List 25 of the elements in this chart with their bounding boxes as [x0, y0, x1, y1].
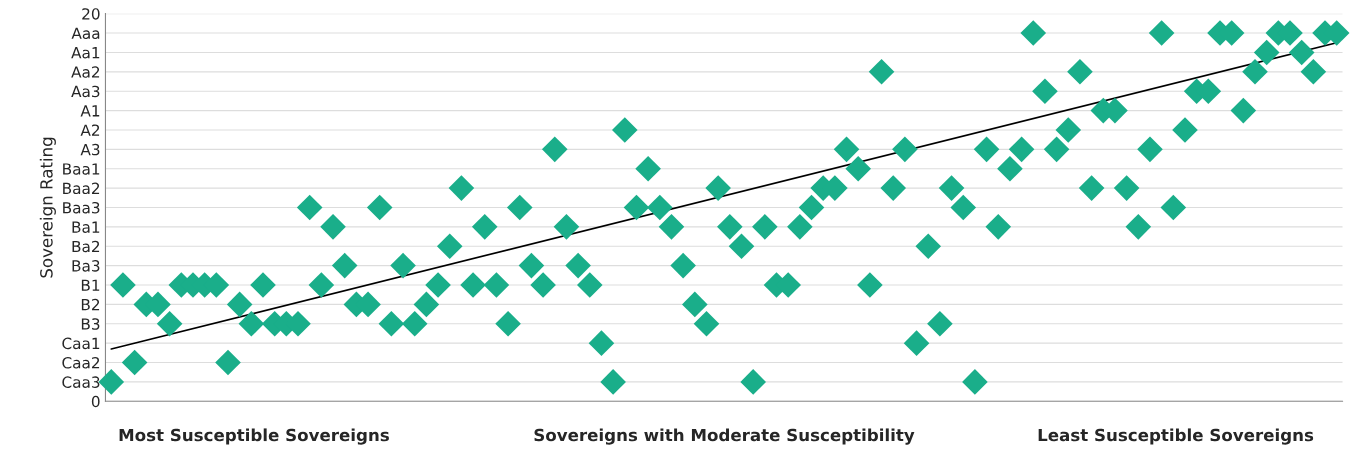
y-tick-label: Baa3 [63, 201, 100, 214]
y-tick-label: Caa2 [62, 356, 100, 369]
y-axis-title: Sovereign Rating [39, 137, 56, 278]
y-tick-label: B3 [81, 318, 100, 330]
y-tick-label: Ba1 [72, 221, 100, 233]
y-tick-label: Ba3 [72, 260, 100, 272]
y-tick-label: Caa1 [62, 337, 100, 350]
y-tick-label: B2 [81, 298, 100, 311]
y-tick-label: A3 [80, 143, 100, 156]
y-tick-label: Aa1 [71, 47, 100, 59]
y-tick-label: Aa3 [71, 85, 100, 98]
text: Least Susceptible Sovereigns [1038, 428, 1314, 445]
y-tick-label: Aaa [71, 27, 100, 40]
y-tick-label: Caa3 [62, 376, 100, 388]
y-tick-label: Aa2 [71, 66, 100, 78]
y-tick-label: A2 [80, 124, 100, 136]
text: Most Susceptible Sovereigns [119, 428, 389, 445]
y-tick-label: 0 [91, 395, 100, 408]
y-tick-label: Baa1 [63, 163, 100, 175]
y-tick-label: Baa2 [63, 182, 100, 195]
y-tick-label: 20 [82, 8, 100, 20]
text: Sovereigns with Moderate Susceptibility [534, 428, 915, 445]
y-tick-label: Ba2 [72, 240, 100, 253]
y-tick-label: A1 [80, 105, 100, 117]
y-tick-label: B1 [81, 279, 100, 291]
